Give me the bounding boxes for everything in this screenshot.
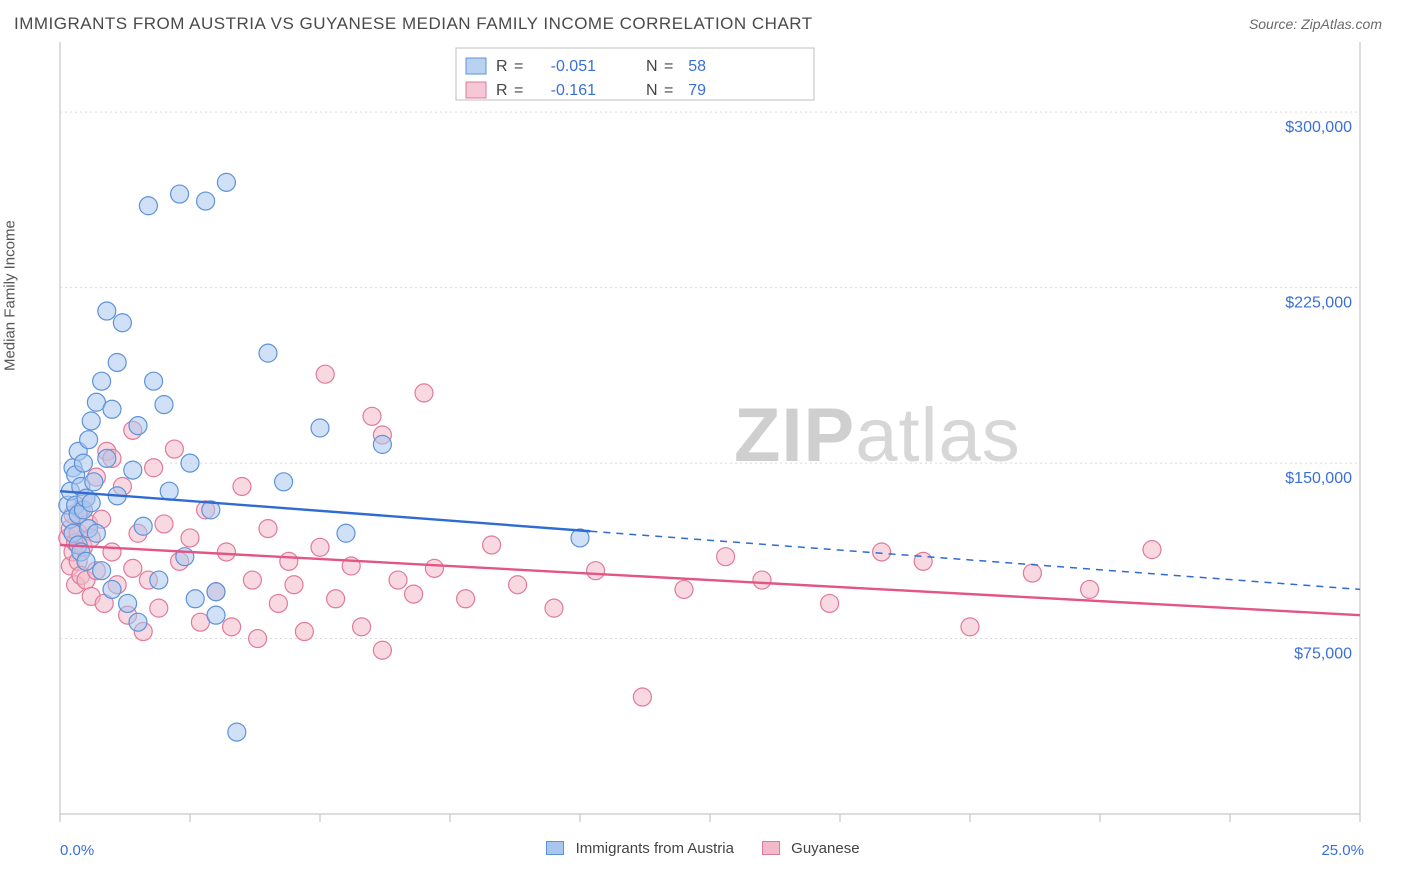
svg-text:R: R — [496, 82, 508, 99]
svg-text:N: N — [646, 82, 658, 99]
svg-text:R: R — [496, 58, 508, 75]
legend-item-austria: Immigrants from Austria — [546, 840, 734, 857]
legend-swatch-guyanese — [762, 841, 780, 855]
svg-text:=: = — [664, 82, 673, 99]
source-label: Source: ZipAtlas.com — [1249, 16, 1382, 32]
svg-text:$150,000: $150,000 — [1285, 470, 1352, 487]
svg-text:-0.051: -0.051 — [551, 58, 596, 75]
svg-text:=: = — [664, 58, 673, 75]
legend-swatch-austria — [546, 841, 564, 855]
y-axis-label: Median Family Income — [2, 220, 19, 371]
svg-text:58: 58 — [688, 58, 706, 75]
svg-text:$225,000: $225,000 — [1285, 295, 1352, 312]
svg-text:-0.161: -0.161 — [551, 82, 596, 99]
legend-bottom: Immigrants from Austria Guyanese — [0, 840, 1406, 857]
svg-text:=: = — [514, 58, 523, 75]
chart-title: IMMIGRANTS FROM AUSTRIA VS GUYANESE MEDI… — [14, 14, 813, 34]
svg-text:$300,000: $300,000 — [1285, 119, 1352, 136]
svg-text:$75,000: $75,000 — [1294, 646, 1352, 663]
scatter-chart: $75,000 $150,000 $225,000 $300,000 R = -0.051 N… — [14, 42, 1382, 834]
svg-text:=: = — [514, 82, 523, 99]
x-max-label: 25.0% — [1321, 842, 1364, 859]
chart-container: Median Family Income $75,000$150,000$225… — [14, 42, 1386, 834]
svg-text:79: 79 — [688, 82, 706, 99]
x-min-label: 0.0% — [60, 842, 94, 859]
svg-text:N: N — [646, 58, 658, 75]
legend-item-guyanese: Guyanese — [762, 840, 860, 857]
